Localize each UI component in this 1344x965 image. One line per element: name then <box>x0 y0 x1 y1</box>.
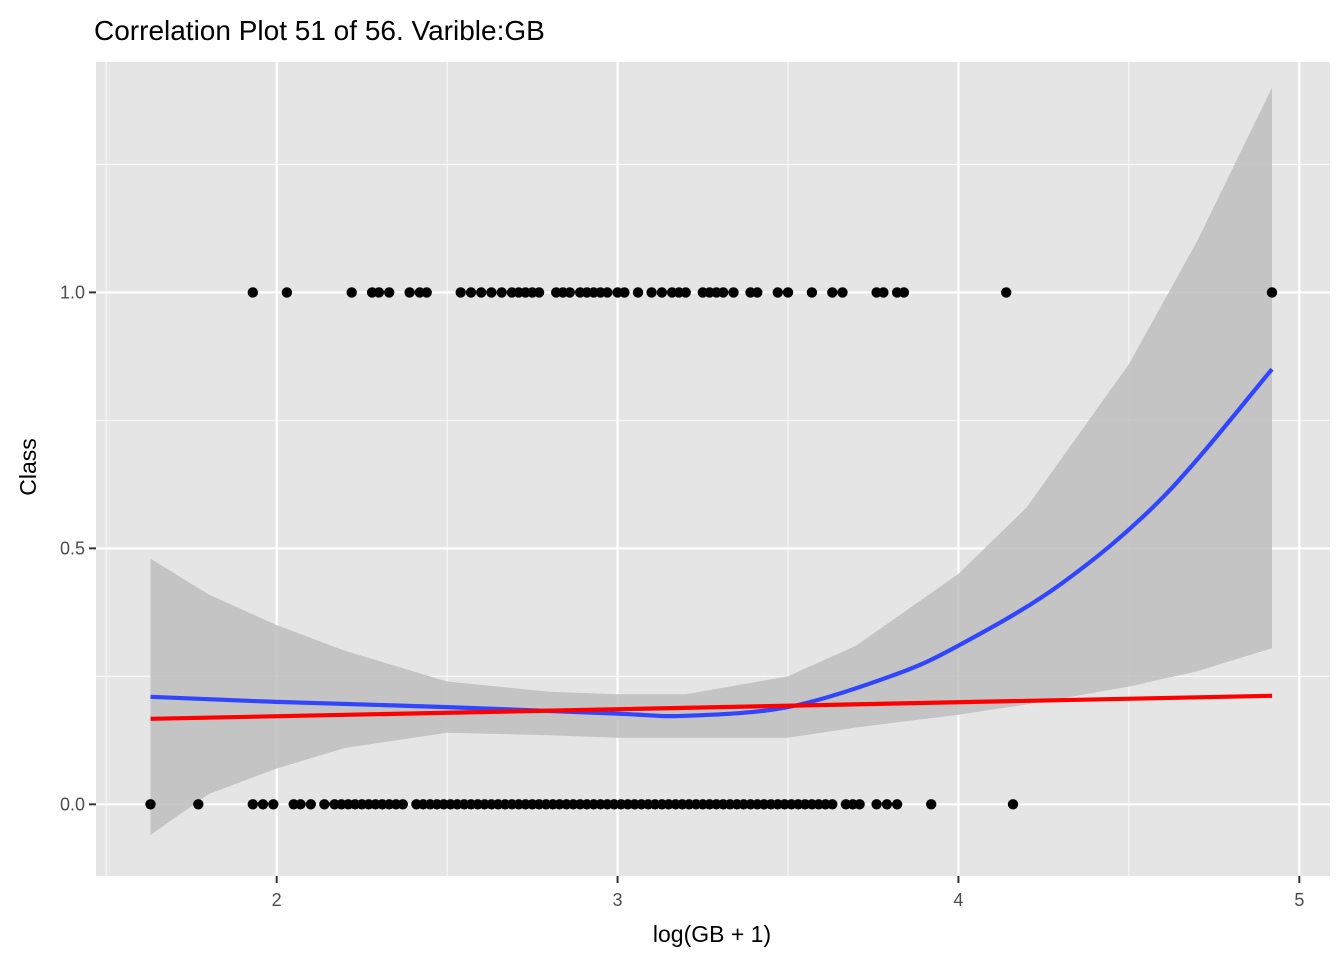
data-point-class-1 <box>1001 287 1012 298</box>
linear-fit-line <box>150 693 1273 721</box>
data-point-class-1 <box>718 287 729 298</box>
data-point-class-1 <box>827 287 838 298</box>
data-point-class-1 <box>496 287 507 298</box>
data-point-class-0 <box>891 799 903 810</box>
x-axis-label: log(GB + 1) <box>653 921 771 947</box>
y-tick-label: 0.0 <box>60 794 85 814</box>
data-point-class-0 <box>257 799 269 810</box>
data-point-class-1 <box>772 287 783 298</box>
chart-title: Correlation Plot 51 of 56. Varible:GB <box>94 15 545 46</box>
data-point-class-1 <box>752 287 763 298</box>
data-point-class-1 <box>806 287 818 298</box>
y-tick-label: 0.5 <box>60 538 85 558</box>
data-point-class-1 <box>1266 287 1278 298</box>
data-point-class-1 <box>728 287 739 298</box>
data-point-class-1 <box>837 287 848 298</box>
data-point-class-1 <box>646 287 657 298</box>
data-point-class-0 <box>1007 799 1019 810</box>
data-point-class-0 <box>247 799 258 810</box>
data-point-class-1 <box>619 287 630 298</box>
data-point-class-0 <box>397 799 408 810</box>
data-point-class-0 <box>268 799 279 810</box>
data-point-class-0 <box>319 799 330 810</box>
data-point-class-1 <box>878 287 889 298</box>
data-point-class-0 <box>145 799 156 810</box>
data-point-class-1 <box>486 287 497 298</box>
data-point-class-1 <box>680 287 691 298</box>
data-point-class-0 <box>193 799 204 810</box>
data-point-class-1 <box>656 287 668 298</box>
data-point-class-0 <box>926 799 937 810</box>
data-point-class-0 <box>881 799 893 810</box>
data-point-class-1 <box>455 287 466 298</box>
data-point-class-1 <box>421 287 432 298</box>
data-point-class-0 <box>295 799 306 810</box>
data-point-class-1 <box>247 287 258 298</box>
data-point-class-0 <box>827 799 838 810</box>
data-point-class-1 <box>898 287 910 298</box>
data-point-class-1 <box>281 287 293 298</box>
data-point-class-1 <box>782 287 794 298</box>
data-point-class-1 <box>533 287 545 298</box>
data-point-class-0 <box>871 799 882 810</box>
data-point-class-0 <box>854 799 865 810</box>
data-point-class-1 <box>465 287 477 298</box>
x-tick-label: 4 <box>953 890 963 910</box>
y-tick-label: 1.0 <box>60 282 85 302</box>
data-point-class-1 <box>373 287 385 298</box>
data-point-class-0 <box>305 799 316 810</box>
data-point-class-1 <box>404 287 415 298</box>
confidence-band <box>150 87 1272 836</box>
loess-fit-line <box>150 367 1274 719</box>
data-point-class-1 <box>476 287 487 298</box>
data-point-class-1 <box>602 287 613 298</box>
data-point-class-1 <box>564 287 575 298</box>
x-tick-label: 3 <box>613 890 623 910</box>
data-point-class-1 <box>632 287 644 298</box>
x-tick-label: 2 <box>272 890 282 910</box>
y-axis-label: Class <box>15 438 41 496</box>
data-point-class-1 <box>384 287 395 298</box>
x-tick-label: 5 <box>1294 890 1304 910</box>
data-point-class-1 <box>346 287 357 298</box>
